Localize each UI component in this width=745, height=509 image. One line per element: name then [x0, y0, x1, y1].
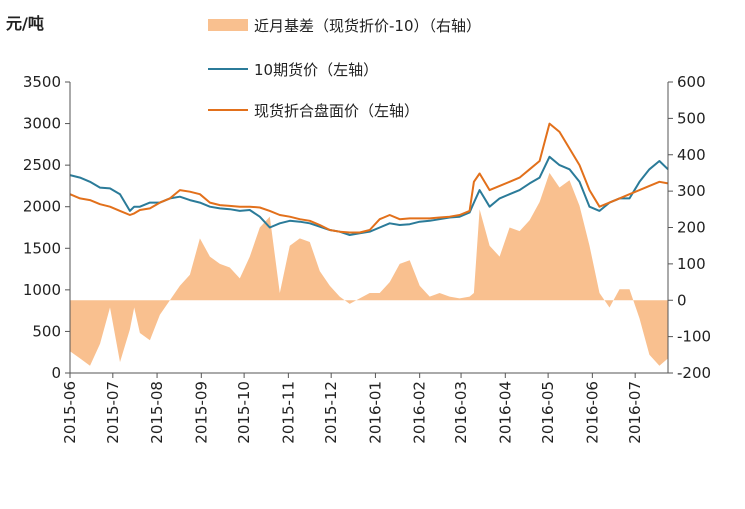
x-tick-label: 2016-07	[626, 381, 644, 444]
y-axis-unit-label: 元/吨	[6, 14, 44, 33]
right-tick-label: 500	[677, 109, 706, 127]
right-tick-label: 400	[677, 146, 706, 164]
legend-label-futures: 10期货价（左轴）	[254, 60, 379, 79]
left-tick-label: 2000	[23, 198, 61, 216]
left-tick-label: 1500	[23, 239, 61, 257]
right-tick-label: -100	[677, 328, 711, 346]
legend-swatch-basis	[208, 19, 248, 31]
left-tick-label: 2500	[23, 156, 61, 174]
x-tick-label: 2016-06	[583, 381, 601, 444]
right-tick-label: 600	[677, 73, 706, 91]
left-tick-label: 3000	[23, 115, 61, 133]
x-tick-label: 2016-02	[411, 381, 429, 444]
right-tick-label: 200	[677, 219, 706, 237]
left-tick-label: 1000	[23, 281, 61, 299]
left-tick-label: 0	[51, 364, 61, 382]
legend-label-basis: 近月基差（现货折价-10）（右轴）	[254, 16, 482, 35]
x-tick-label: 2015-10	[235, 381, 253, 444]
legend-item-futures: 10期货价（左轴）	[208, 58, 378, 80]
x-tick-label: 2015-08	[148, 381, 166, 444]
legend-swatch-futures	[208, 68, 248, 70]
right-tick-label: 300	[677, 182, 706, 200]
basis-area	[70, 172, 668, 366]
legend-swatch-spot	[208, 109, 248, 111]
right-tick-label: 0	[677, 291, 687, 309]
right-tick-label: 100	[677, 255, 706, 273]
legend-item-spot: 现货折合盘面价（左轴）	[208, 99, 419, 121]
left-tick-label: 3500	[23, 73, 61, 91]
left-tick-label: 500	[32, 322, 61, 340]
x-tick-label: 2015-07	[104, 381, 122, 444]
right-tick-label: -200	[677, 364, 711, 382]
x-tick-label: 2016-03	[452, 381, 470, 444]
spot-price-line	[69, 122, 669, 234]
x-tick-label: 2015-09	[192, 381, 210, 444]
x-tick-label: 2016-04	[496, 381, 514, 444]
legend-label-spot: 现货折合盘面价（左轴）	[254, 101, 420, 120]
x-tick-label: 2015-11	[279, 381, 297, 444]
x-tick-label: 2015-12	[322, 381, 340, 444]
legend-item-basis: 近月基差（现货折价-10）（右轴）	[208, 14, 481, 36]
x-tick-label: 2016-01	[366, 381, 384, 444]
x-tick-label: 2016-05	[539, 381, 557, 444]
x-tick-label: 2015-06	[61, 381, 79, 444]
